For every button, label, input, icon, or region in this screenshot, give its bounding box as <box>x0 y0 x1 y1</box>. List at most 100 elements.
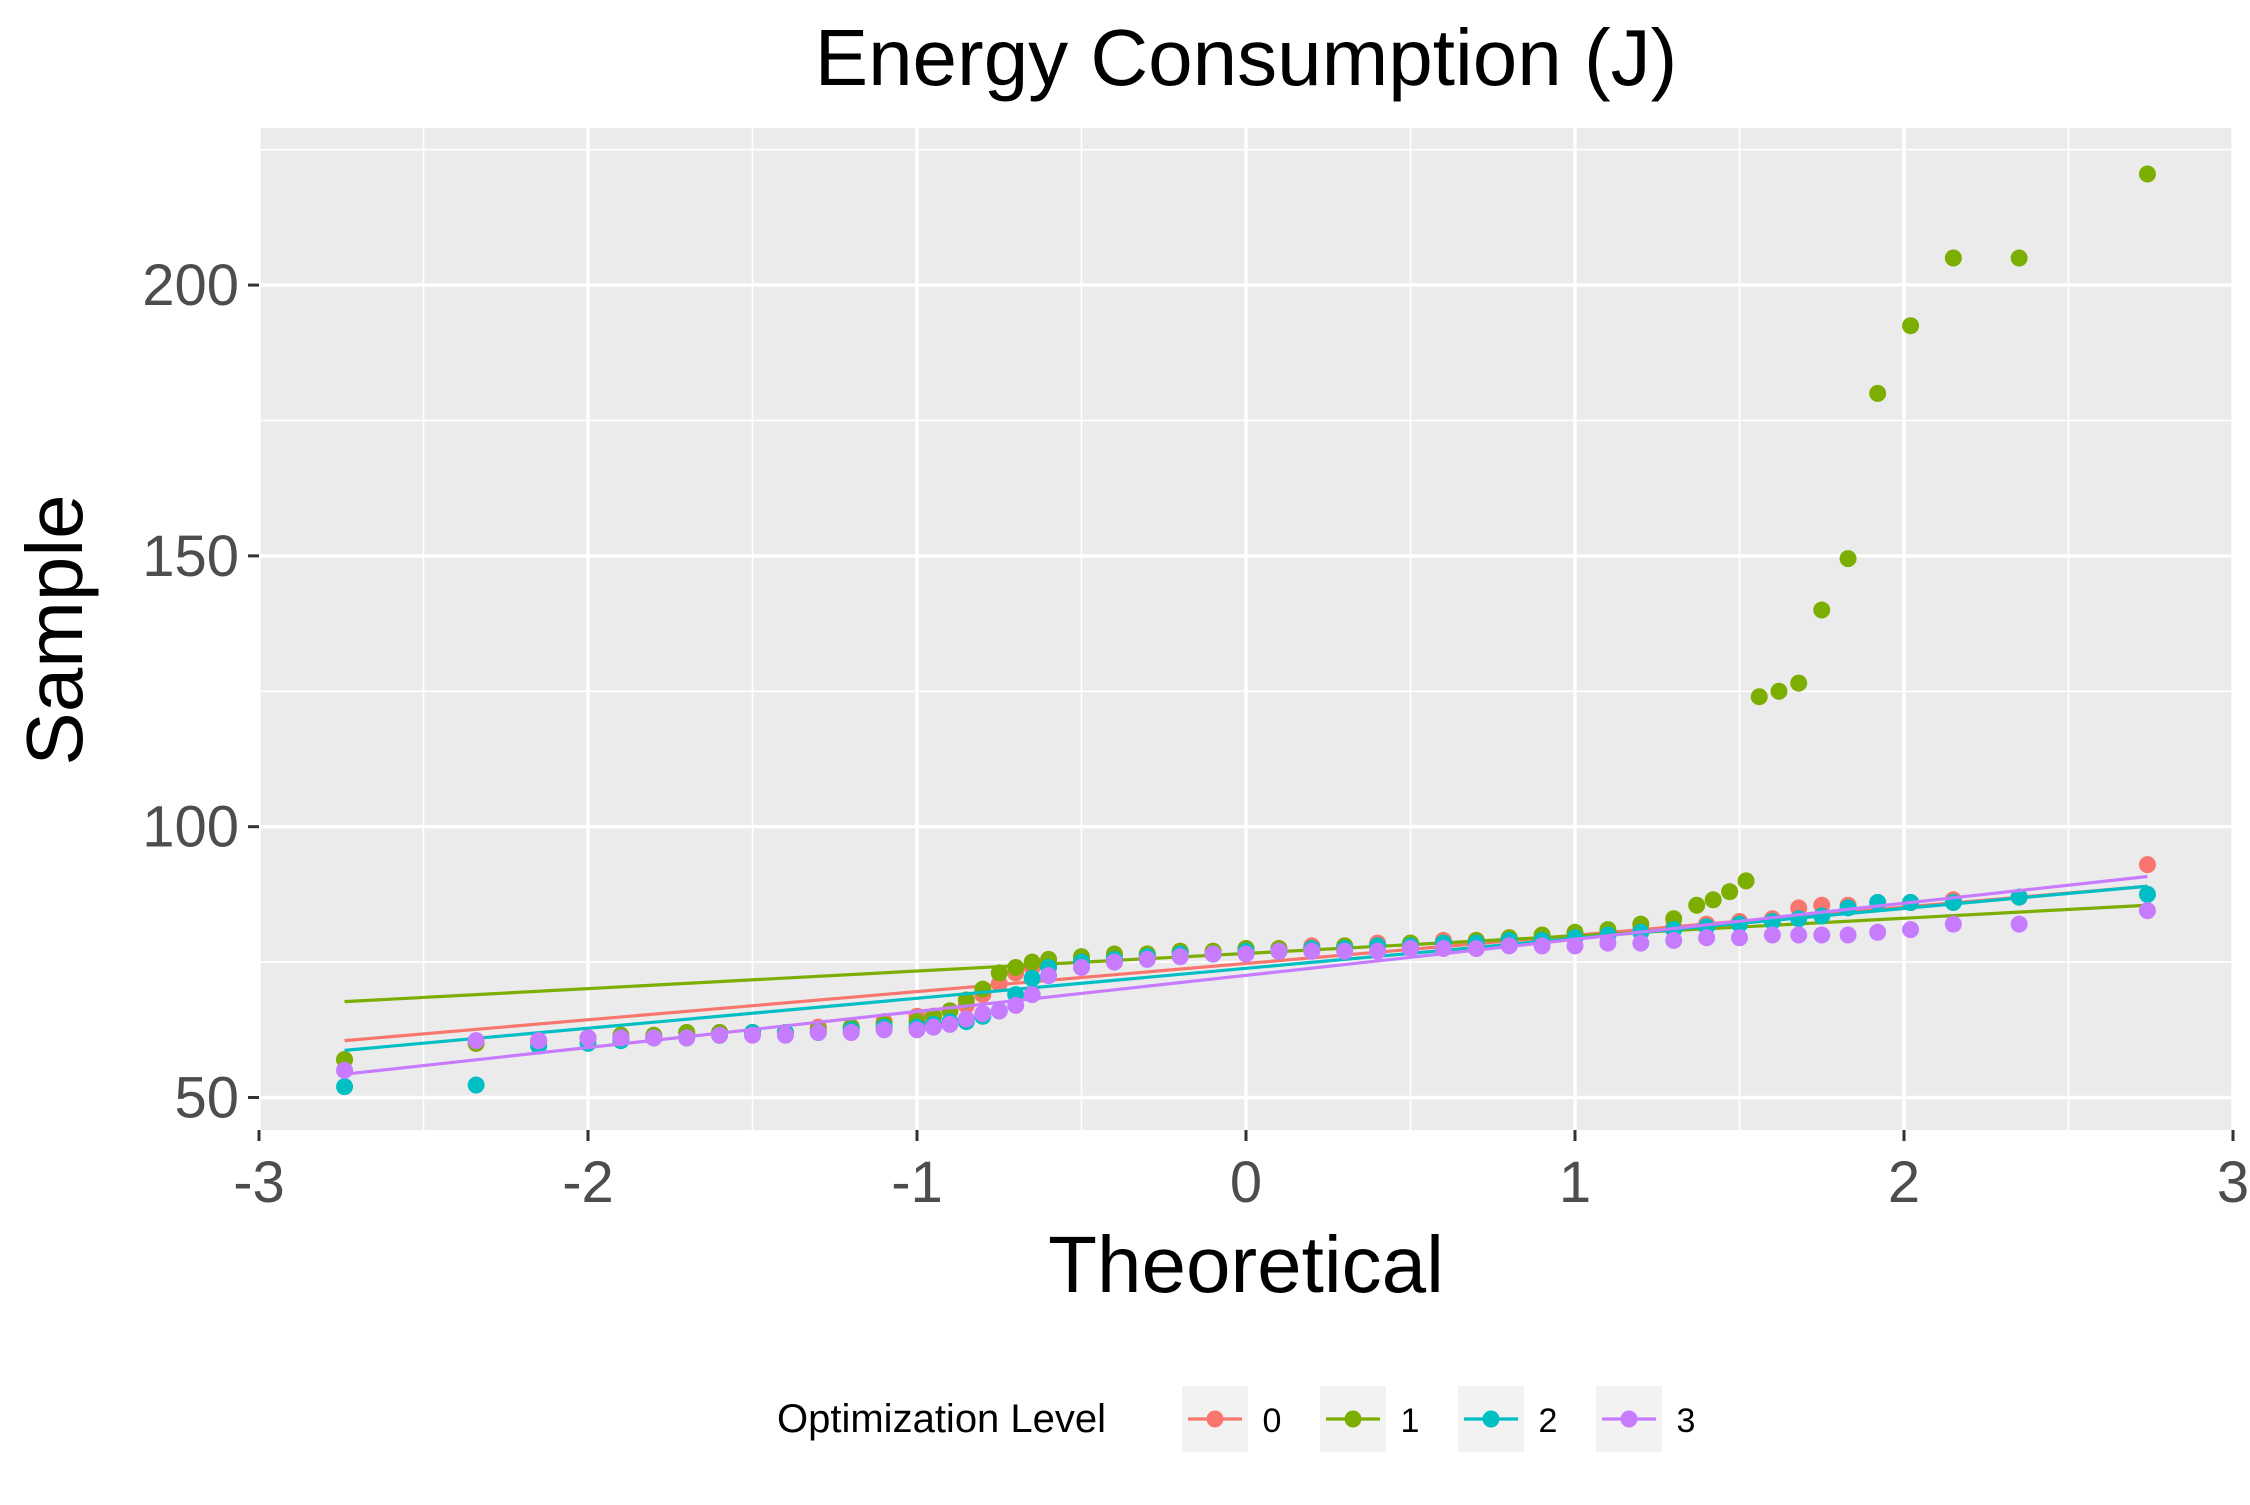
data-point <box>1770 682 1788 700</box>
data-point <box>1007 996 1025 1014</box>
x-tick-label: -3 <box>233 1150 285 1215</box>
x-axis-title: Theoretical <box>1048 1220 1444 1309</box>
data-point <box>467 1076 485 1094</box>
data-point <box>957 1010 975 1028</box>
data-point <box>1303 942 1321 960</box>
x-axis: -3 -2 -1 0 1 2 3 <box>233 1130 2249 1215</box>
data-point <box>809 1024 827 1042</box>
data-point <box>1763 926 1781 944</box>
data-point <box>1434 940 1452 958</box>
legend-key-point <box>1482 1410 1500 1428</box>
y-tick-label: 50 <box>174 1066 239 1131</box>
y-tick-label: 200 <box>142 253 239 318</box>
x-tick-label: 1 <box>1559 1150 1591 1215</box>
qq-reference-line <box>344 874 2148 1076</box>
data-point <box>1902 317 1920 335</box>
y-axis: 50 100 150 200 <box>142 253 259 1131</box>
x-tick-label: 3 <box>2217 1150 2249 1215</box>
data-point <box>1704 891 1722 909</box>
data-point <box>612 1029 630 1047</box>
data-point <box>1023 953 1041 971</box>
data-point <box>530 1032 548 1050</box>
data-point <box>645 1029 663 1047</box>
legend-item-1: 1 <box>1320 1386 1419 1452</box>
data-point <box>2138 165 2156 183</box>
y-tick-label: 100 <box>142 795 239 860</box>
data-point <box>1688 896 1706 914</box>
data-point <box>924 1018 942 1036</box>
data-point <box>1023 986 1041 1004</box>
data-point <box>1023 969 1041 987</box>
data-point <box>2010 915 2028 933</box>
y-axis-title: Sample <box>10 494 99 765</box>
data-point <box>990 1002 1008 1020</box>
data-point <box>1944 249 1962 267</box>
data-point <box>2138 885 2156 903</box>
data-point <box>678 1029 696 1047</box>
data-point <box>1105 953 1123 971</box>
data-point <box>336 1078 354 1096</box>
legend-item-3: 3 <box>1596 1386 1695 1452</box>
x-tick-label: 2 <box>1888 1150 1920 1215</box>
data-point <box>941 1015 959 1033</box>
data-point <box>1040 967 1058 985</box>
data-point <box>1073 959 1090 977</box>
x-tick-label: -2 <box>562 1150 614 1215</box>
data-point <box>1698 929 1716 947</box>
y-tick-label: 150 <box>142 524 239 589</box>
legend-title: Optimization Level <box>777 1397 1106 1441</box>
data-point <box>1790 674 1808 692</box>
series-3 <box>336 874 2156 1079</box>
data-point <box>744 1026 761 1044</box>
data-point <box>467 1032 485 1050</box>
data-point <box>1731 929 1748 947</box>
chart-title: Energy Consumption (J) <box>815 13 1678 102</box>
data-point <box>1533 937 1551 955</box>
data-point <box>974 980 992 998</box>
legend-item-label: 1 <box>1401 1402 1420 1440</box>
legend-item-label: 2 <box>1539 1402 1558 1440</box>
data-point <box>1204 945 1222 963</box>
data-point <box>2138 902 2156 920</box>
data-point <box>1665 931 1683 949</box>
legend-item-label: 3 <box>1677 1402 1696 1440</box>
data-point <box>1839 926 1857 944</box>
data-point <box>1007 959 1025 977</box>
data-point <box>1336 942 1354 960</box>
data-point <box>1599 934 1617 952</box>
plot-panel <box>257 128 2235 1130</box>
data-point <box>1566 937 1584 955</box>
data-point <box>1813 601 1831 619</box>
data-point <box>1721 883 1739 901</box>
data-point <box>2010 249 2028 267</box>
legend-item-0: 0 <box>1182 1386 1281 1452</box>
legend: Optimization Level 0 1 2 3 <box>777 1386 1695 1452</box>
data-point <box>1500 937 1518 955</box>
data-point <box>990 964 1008 982</box>
data-point <box>1944 915 1962 933</box>
data-point <box>1467 940 1485 958</box>
data-point <box>1138 950 1156 968</box>
data-point <box>1813 926 1831 944</box>
legend-key-point <box>1206 1410 1224 1428</box>
data-point <box>1402 940 1419 958</box>
data-point <box>1369 942 1387 960</box>
data-point <box>1902 921 1920 939</box>
data-point <box>579 1029 597 1047</box>
data-point <box>1171 948 1189 966</box>
data-point <box>1869 384 1887 402</box>
x-tick-label: 0 <box>1230 1150 1262 1215</box>
data-point <box>1790 926 1808 944</box>
data-point <box>1270 942 1288 960</box>
legend-key-point <box>1344 1410 1362 1428</box>
data-point <box>776 1026 794 1044</box>
data-point <box>1869 894 1887 912</box>
data-point <box>1869 923 1887 941</box>
data-point <box>336 1061 354 1079</box>
data-point <box>711 1026 729 1044</box>
x-tick-label: -1 <box>891 1150 943 1215</box>
data-point <box>908 1021 926 1039</box>
data-point <box>1750 688 1768 706</box>
